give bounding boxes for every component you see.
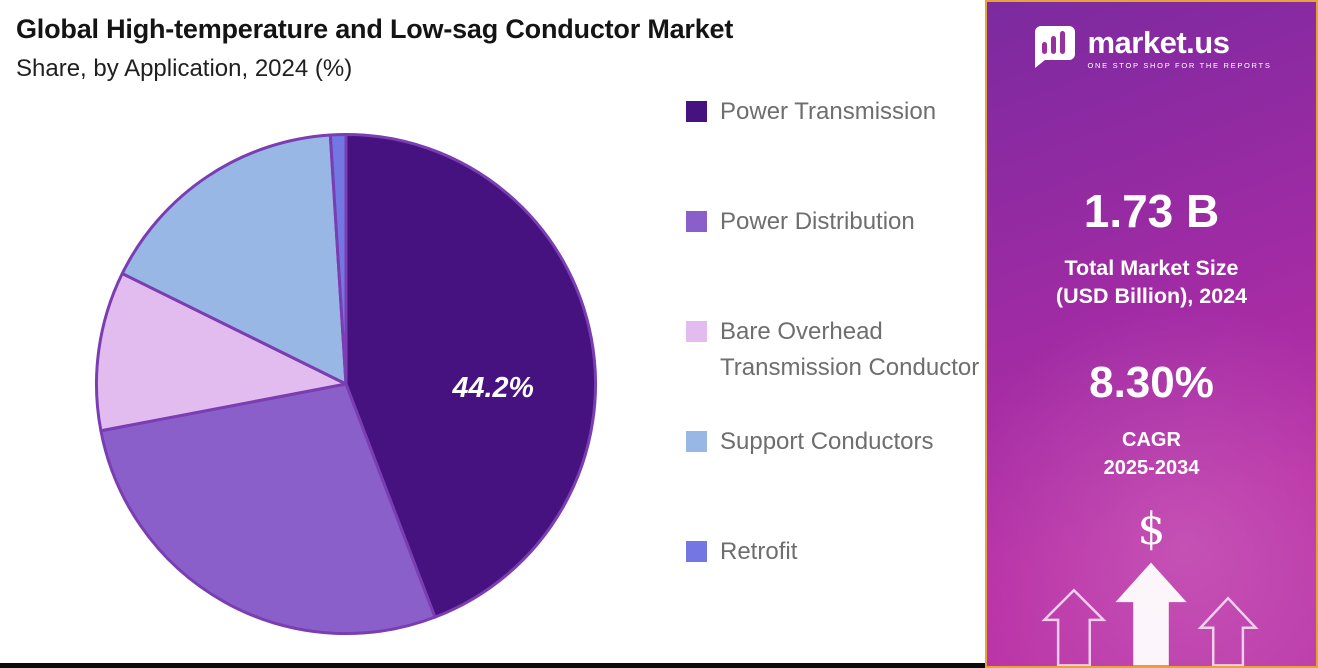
legend-item-4: Retrofit	[686, 534, 986, 570]
page-title: Global High-temperature and Low-sag Cond…	[16, 14, 734, 44]
pie-chart: 44.2%	[84, 122, 608, 646]
legend-item-2: Bare Overhead Transmission Conductor	[686, 314, 986, 386]
legend-item-0: Power Transmission	[686, 94, 986, 130]
dollar-symbol: $	[1137, 504, 1166, 555]
bottom-border	[0, 663, 985, 668]
cagr-value: 8.30%	[1089, 358, 1214, 407]
brand-lockup: market.us ONE STOP SHOP FOR THE REPORTS	[987, 24, 1316, 73]
legend-label: Power Distribution	[720, 208, 915, 235]
legend-label: Support Conductors	[720, 428, 934, 455]
cagr-label-line1: CAGR	[1122, 429, 1181, 451]
legend-swatch	[686, 431, 707, 452]
brand-name: market.us	[1087, 24, 1230, 60]
legend-label: Bare Overhead Transmission Conductor	[720, 318, 980, 381]
legend-swatch	[686, 101, 707, 122]
brand-panel: market.us ONE STOP SHOP FOR THE REPORTS …	[985, 0, 1318, 668]
chart-legend: Power Transmission Power Distribution Bare…	[686, 94, 986, 654]
market-size-label: Total Market Size (USD Billion), 2024	[987, 254, 1316, 310]
market-size-label-line1: Total Market Size	[1064, 256, 1239, 280]
pie-slice-0	[344, 132, 598, 619]
brand-tagline: ONE STOP SHOP FOR THE REPORTS	[1087, 60, 1272, 70]
marketus-logo-icon	[1031, 24, 1077, 73]
pie-slice-4	[328, 132, 348, 386]
pie-chart-svg: 44.2%	[94, 132, 598, 636]
market-size-value: 1.73 B	[1083, 185, 1220, 237]
legend-swatch	[686, 321, 707, 342]
growth-arrows-icon	[987, 556, 1316, 666]
legend-item-1: Power Distribution	[686, 204, 986, 240]
pie-slice-2	[94, 272, 348, 433]
cagr-label: CAGR 2025-2034	[987, 426, 1316, 482]
page-subtitle: Share, by Application, 2024 (%)	[16, 55, 353, 82]
pie-value-label: 44.2%	[452, 372, 534, 404]
cagr-label-line2: 2025-2034	[1103, 457, 1200, 479]
pie-slice-1	[99, 382, 437, 636]
legend-item-3: Support Conductors	[686, 424, 986, 460]
legend-swatch	[686, 211, 707, 232]
market-size-label-line2: (USD Billion), 2024	[1055, 284, 1248, 308]
legend-label: Power Transmission	[720, 98, 937, 125]
legend-swatch	[686, 541, 707, 562]
pie-slice-3	[120, 133, 348, 386]
legend-label: Retrofit	[720, 538, 798, 565]
